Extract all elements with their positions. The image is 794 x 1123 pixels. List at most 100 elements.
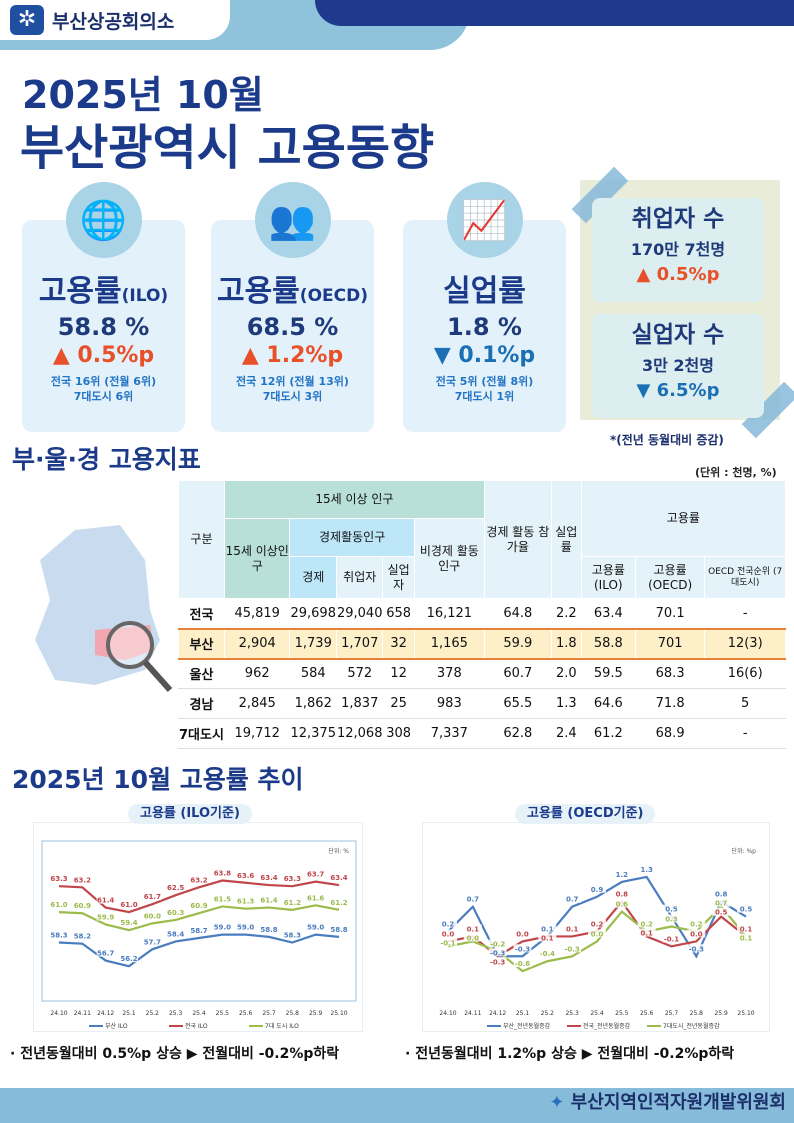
data-label-bg (637, 864, 656, 873)
data-label-bg (330, 897, 348, 906)
x-tick-label: 25.6 (640, 1010, 654, 1017)
data-label: 59.4 (120, 919, 137, 927)
card-value: 1.8 % (447, 312, 522, 341)
data-label-bg (306, 869, 325, 878)
bullet-ilo: · 전년동월대비 0.5%p 상승 ▶ 전월대비 -0.2%p하락 (10, 1046, 340, 1062)
data-label-bg (687, 944, 706, 953)
data-label-bg (260, 873, 278, 882)
table-cell: - (704, 718, 786, 749)
data-label-bg (637, 919, 656, 928)
data-label: 59.0 (237, 924, 254, 932)
table-cell: 16(6) (704, 658, 786, 689)
unemployed-change: ▼ 6.5%p (636, 379, 720, 401)
data-label-bg (73, 901, 92, 910)
data-label-bg (96, 895, 115, 904)
data-label-bg (190, 875, 208, 884)
data-label: 58.4 (167, 930, 184, 938)
card-label-suffix: (ILO) (121, 286, 169, 306)
data-label-bg (143, 892, 162, 901)
data-label: 0.5 (740, 906, 753, 914)
data-label-bg (513, 944, 532, 953)
data-label-bg (213, 894, 232, 903)
table-cell: 65.5 (483, 688, 552, 719)
series-line (58, 933, 340, 968)
data-label: 58.8 (330, 926, 347, 934)
card-label-suffix: (OECD) (299, 286, 368, 306)
data-label-bg (513, 959, 532, 968)
data-label-bg (213, 922, 232, 931)
table-cell: 1,862 (289, 688, 337, 719)
data-label: 59.9 (97, 913, 114, 921)
korea-map-icon (35, 525, 173, 692)
data-label-bg (283, 874, 302, 883)
col-emp: 취업자 (335, 556, 384, 599)
data-label: 0.3 (665, 916, 678, 924)
data-label: 58.7 (190, 927, 207, 935)
table-cell: 2.2 (550, 598, 582, 629)
data-label: -0.6 (515, 960, 530, 968)
table-section-title: 부·울·경 고용지표 (12, 445, 201, 474)
data-label-bg (712, 889, 731, 898)
x-tick-label: 25.4 (590, 1010, 604, 1017)
table-cell: 1,739 (289, 627, 337, 660)
col-pop15: 15세 이상인구 (223, 518, 291, 599)
data-label: 0.8 (616, 891, 629, 899)
data-label: 0.8 (715, 891, 728, 899)
data-label-bg (488, 948, 507, 957)
data-label: 0.0 (690, 930, 703, 938)
data-label: 0.1 (541, 925, 554, 933)
x-tick-label: 24.12 (489, 1010, 506, 1017)
table-cell: 60.7 (483, 658, 552, 689)
data-label-bg (737, 904, 755, 913)
chart-ilo-title: 고용률 (ILO기준) (128, 804, 252, 824)
table-cell: - (704, 598, 786, 629)
table-cell: 전국 (178, 598, 225, 629)
data-label: 0.7 (467, 896, 480, 904)
data-label-bg (236, 922, 255, 931)
data-label: 61.4 (97, 897, 114, 905)
col-gubun: 구분 (178, 480, 225, 599)
data-label-bg (488, 957, 507, 966)
data-label: 0.0 (442, 930, 455, 938)
data-label-bg (73, 931, 92, 940)
legend-label: 전국 ILO (185, 1022, 208, 1030)
data-label-bg (662, 914, 681, 923)
data-label-bg (213, 868, 232, 877)
x-tick-label: 25.3 (565, 1010, 579, 1017)
data-label-bg (687, 919, 706, 928)
data-label-bg (50, 874, 68, 883)
data-label: 0.5 (715, 909, 728, 917)
data-label-bg (712, 898, 731, 907)
x-tick-label: 25.6 (239, 1010, 253, 1017)
card-label: 고용률 (216, 274, 300, 309)
data-label-bg (50, 930, 68, 939)
data-label-bg (563, 944, 582, 953)
table-cell: 63.4 (580, 598, 636, 629)
table-row: 울산 962 584 572 12 378 60.7 2.0 59.5 68.3 16(6) (178, 658, 786, 689)
data-label-bg (737, 924, 755, 933)
x-tick-label: 25.4 (192, 1010, 206, 1017)
table-cell: 19,712 (223, 718, 291, 749)
data-label: 0.0 (467, 934, 480, 942)
x-tick-label: 25.10 (737, 1010, 754, 1017)
data-label: 0.1 (467, 925, 480, 933)
data-label: 58.8 (260, 926, 277, 934)
x-tick-label: 25.9 (309, 1010, 323, 1017)
data-label-bg (538, 949, 557, 958)
data-label-bg (96, 948, 115, 957)
table-cell: 64.6 (580, 688, 636, 719)
data-label: 1.3 (640, 866, 653, 874)
data-label: 56.7 (97, 950, 114, 958)
table-cell: 2,845 (223, 688, 291, 719)
data-label-bg (513, 929, 532, 938)
data-label: 0.1 (541, 934, 554, 942)
card-rank-national: 전국 5위 (전월 8위) (435, 375, 534, 389)
change-note: *(전년 동월대비 증감) (610, 433, 724, 447)
data-label: -0.3 (490, 958, 505, 966)
data-label-bg (612, 899, 631, 908)
x-tick-label: 25.1 (516, 1010, 530, 1017)
data-label-bg (306, 893, 325, 902)
chart-ilo: 단위: % 24.10 24.11 24.12 25.1 25.2 25.3 25.4 25.5… (33, 822, 363, 1032)
data-label-bg (588, 884, 606, 893)
data-label: 60.9 (74, 902, 91, 910)
